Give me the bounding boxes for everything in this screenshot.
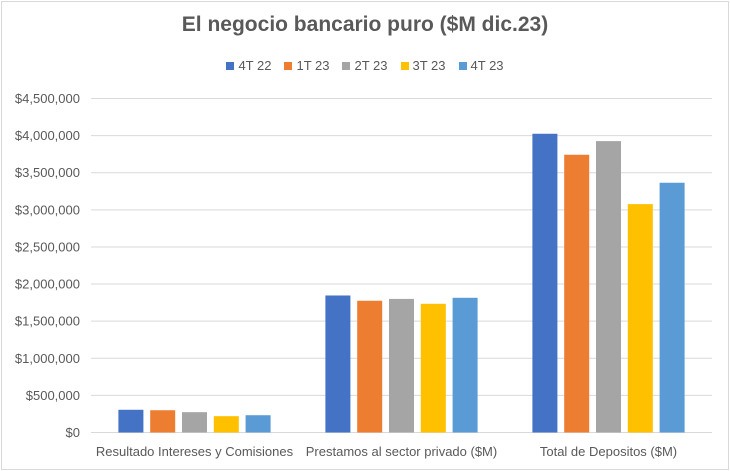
bar <box>245 415 271 433</box>
bar <box>357 300 383 433</box>
bar <box>564 154 590 433</box>
y-tick-label: $3,000,000 <box>15 202 80 217</box>
bar <box>150 410 176 433</box>
y-tick-label: $4,000,000 <box>15 128 80 143</box>
bar <box>213 416 239 433</box>
bar <box>182 412 207 433</box>
legend-label: 4T 23 <box>470 58 504 73</box>
bar <box>325 295 351 433</box>
bar <box>420 303 446 433</box>
legend-swatch-icon <box>284 61 293 70</box>
y-tick-label: $0 <box>66 425 80 440</box>
bar <box>389 298 414 433</box>
bar <box>627 204 653 433</box>
chart-title: El negocio bancario puro ($M dic.23) <box>181 13 549 36</box>
y-tick-label: $2,000,000 <box>15 277 80 292</box>
legend-item: 4T 22 <box>226 58 271 73</box>
bar <box>452 297 478 433</box>
bar <box>659 182 685 433</box>
legend-item: 1T 23 <box>284 58 329 73</box>
y-tick-label: $4,500,000 <box>15 91 80 106</box>
legend-swatch-icon <box>400 61 409 70</box>
x-category-label: Total de Depositos ($M) <box>540 444 677 459</box>
bar <box>596 141 621 433</box>
legend-label: 4T 22 <box>238 58 272 73</box>
legend-label: 2T 23 <box>354 58 388 73</box>
legend-item: 3T 23 <box>400 58 446 73</box>
y-tick-label: $1,500,000 <box>15 314 80 329</box>
y-tick-label: $3,500,000 <box>15 165 80 180</box>
y-tick-label: $500,000 <box>26 388 80 403</box>
legend-item: 4T 23 <box>458 58 504 73</box>
y-tick-label: $1,000,000 <box>15 351 80 366</box>
legend-label: 1T 23 <box>296 58 330 73</box>
bar <box>532 133 558 433</box>
bar <box>118 409 144 433</box>
chart-legend: 4T 22 1T 23 2T 23 3T 23 4T 23 <box>0 58 730 73</box>
legend-swatch-icon <box>342 61 351 70</box>
legend-item: 2T 23 <box>342 58 388 73</box>
x-category-label: Prestamos al sector privado ($M) <box>306 444 497 459</box>
x-category-label: Resultado Intereses y Comisiones <box>96 444 294 459</box>
legend-swatch-icon <box>226 61 235 70</box>
y-tick-label: $2,500,000 <box>15 239 80 254</box>
legend-swatch-icon <box>458 61 467 70</box>
legend-label: 3T 23 <box>412 58 446 73</box>
